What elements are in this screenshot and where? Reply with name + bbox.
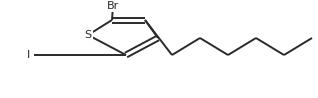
Text: S: S bbox=[85, 30, 92, 40]
Text: Br: Br bbox=[107, 1, 119, 11]
Text: I: I bbox=[26, 50, 30, 60]
